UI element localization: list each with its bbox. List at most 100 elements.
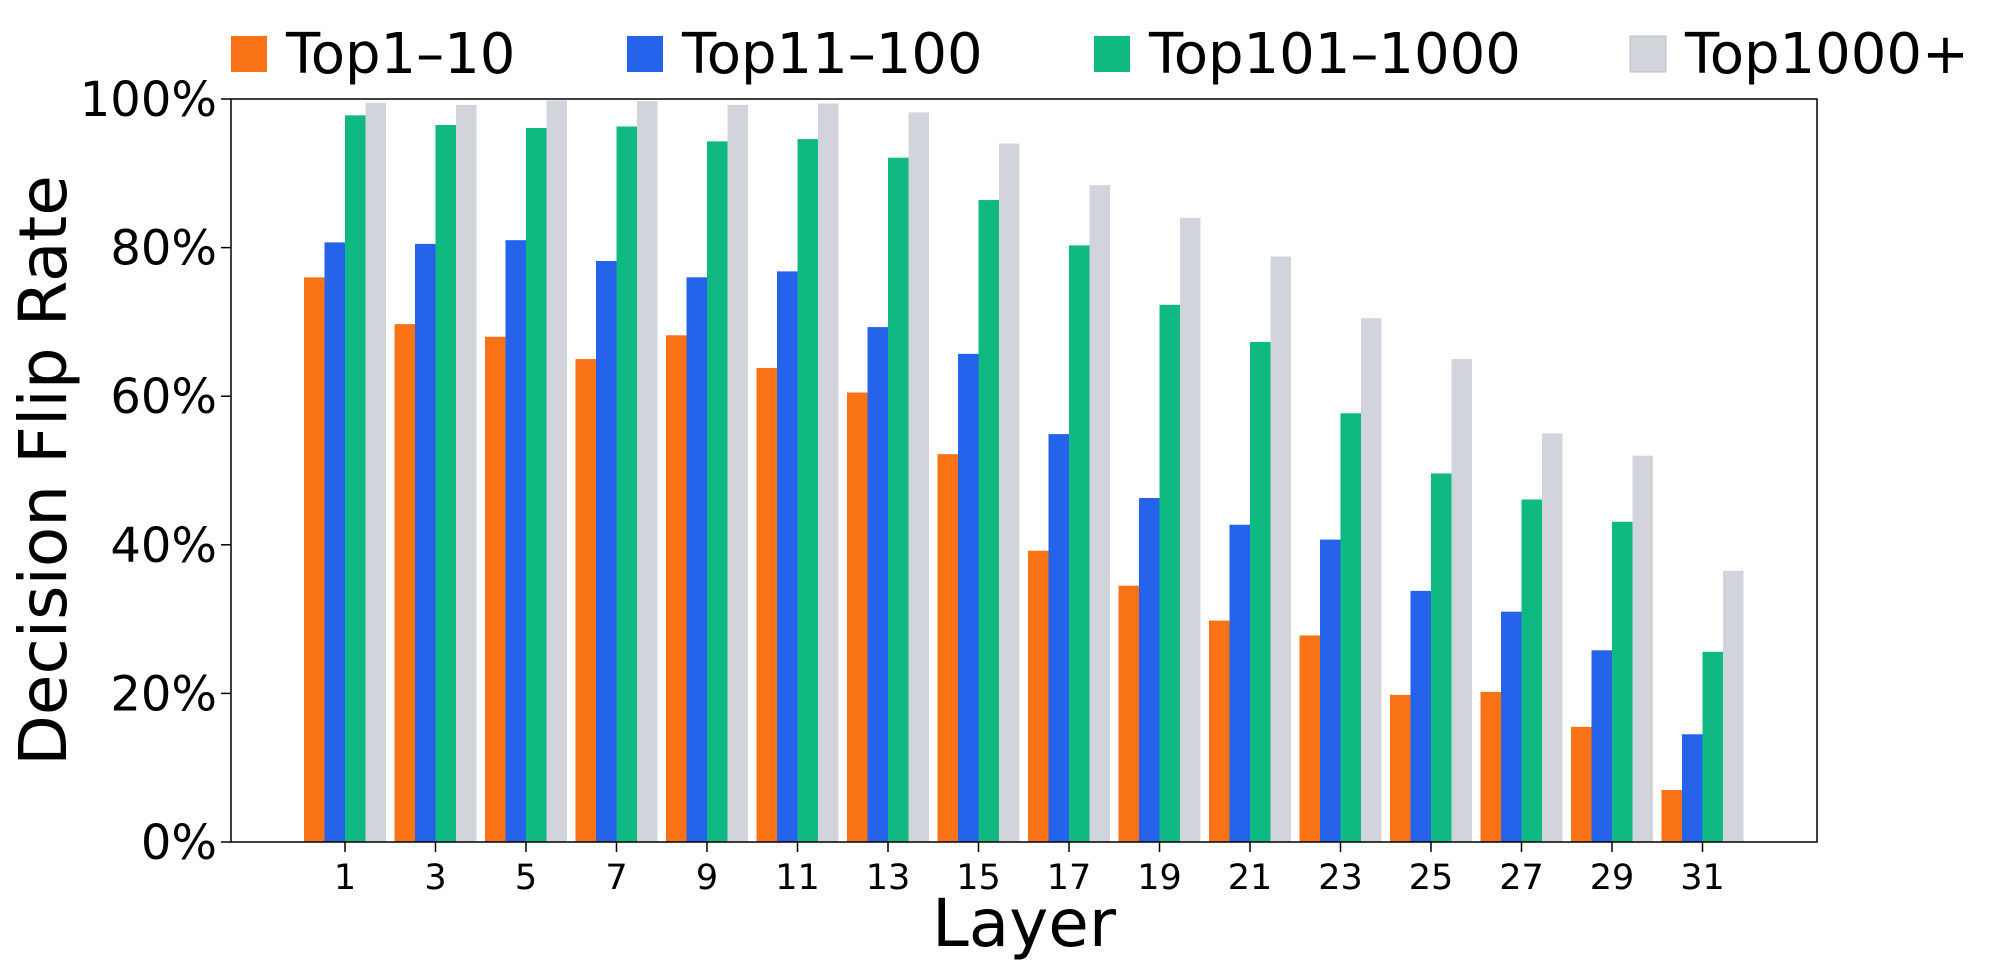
y-tick-label: 100% — [80, 72, 217, 128]
x-tick-label: 21 — [1228, 858, 1273, 898]
bar-Top101–1000-layer-7 — [616, 126, 637, 843]
bar-Top101–1000-layer-13 — [888, 157, 909, 842]
bar-Top1–10-layer-29 — [1571, 726, 1592, 842]
bar-Top101–1000-layer-23 — [1340, 413, 1361, 842]
bar-Top1–10-layer-25 — [1390, 694, 1411, 842]
bar-Top1–10-layer-17 — [1028, 550, 1049, 842]
bar-Top1–10-layer-15 — [937, 454, 958, 842]
bar-Top1–10-layer-1 — [304, 277, 325, 842]
bar-Top1–10-layer-23 — [1299, 635, 1320, 842]
bar-Top1–10-layer-3 — [394, 324, 415, 842]
bar-Top1–10-layer-11 — [756, 367, 777, 842]
bar-Top11–100-layer-17 — [1048, 434, 1069, 842]
x-tick-label: 13 — [866, 858, 911, 898]
x-axis: 1 3 5 7 9 11 13 15 17 19 21 23 25 27 29 31 — [334, 842, 1725, 898]
bar-Top101–1000-layer-21 — [1250, 341, 1271, 842]
x-tick-label: 27 — [1499, 858, 1544, 898]
y-tick-label: 60% — [110, 369, 217, 425]
bar-Top1000+-layer-3 — [456, 104, 477, 843]
bar-Top1000+-layer-31 — [1723, 570, 1744, 842]
bar-Top1000+-layer-25 — [1451, 359, 1472, 842]
legend-label: Top1000+ — [1684, 22, 1969, 87]
x-tick-label: 3 — [424, 858, 446, 898]
bar-Top11–100-layer-19 — [1139, 497, 1160, 842]
x-tick-label: 29 — [1590, 858, 1635, 898]
y-tick-label: 40% — [110, 518, 217, 574]
legend-swatch — [1629, 35, 1667, 73]
bar-Top11–100-layer-15 — [958, 353, 979, 842]
x-tick-label: 11 — [775, 858, 820, 898]
bar-Top1000+-layer-27 — [1542, 433, 1563, 842]
x-tick-label: 9 — [696, 858, 718, 898]
bar-Top1000+-layer-7 — [637, 101, 658, 842]
bar-Top1000+-layer-21 — [1270, 256, 1291, 842]
legend-label: Top1–10 — [285, 22, 515, 87]
y-axis: 0% 20% 40% 60% 80% 100% — [80, 72, 231, 871]
bar-Top1–10-layer-7 — [575, 359, 596, 842]
bar-Top11–100-layer-21 — [1229, 524, 1250, 842]
bar-Top101–1000-layer-5 — [526, 127, 547, 843]
bars-group — [304, 100, 1744, 843]
bar-Top101–1000-layer-9 — [707, 141, 728, 842]
bar-Top1000+-layer-19 — [1180, 217, 1201, 842]
bar-Top101–1000-layer-17 — [1069, 245, 1090, 843]
bar-Top11–100-layer-3 — [415, 243, 436, 842]
y-tick-label: 0% — [141, 815, 217, 871]
legend-label: Top101–1000 — [1148, 22, 1521, 87]
x-tick-label: 1 — [334, 858, 356, 898]
bar-Top1000+-layer-29 — [1632, 455, 1653, 842]
bar-Top11–100-layer-31 — [1682, 734, 1703, 842]
bar-Top101–1000-layer-25 — [1431, 473, 1452, 842]
bar-Top11–100-layer-5 — [505, 240, 526, 843]
bar-Top1–10-layer-31 — [1661, 789, 1682, 842]
bar-Top1000+-layer-13 — [908, 112, 929, 842]
bar-Top1–10-layer-21 — [1209, 620, 1230, 842]
bar-Top101–1000-layer-3 — [435, 125, 456, 842]
bar-Top1000+-layer-17 — [1089, 185, 1110, 843]
bar-Top11–100-layer-11 — [777, 271, 798, 843]
bar-Top101–1000-layer-11 — [797, 139, 818, 842]
bar-Top101–1000-layer-1 — [345, 115, 366, 842]
bar-Top11–100-layer-13 — [867, 327, 888, 842]
bar-Top11–100-layer-7 — [596, 260, 617, 842]
x-tick-label: 5 — [515, 858, 537, 898]
legend-label: Top11–100 — [681, 22, 983, 87]
legend-swatch — [231, 36, 267, 72]
x-tick-label: 7 — [605, 858, 627, 898]
bar-Top1000+-layer-1 — [365, 102, 386, 843]
x-tick-label: 17 — [1047, 858, 1092, 898]
bar-Top1–10-layer-9 — [666, 335, 687, 842]
bar-Top101–1000-layer-15 — [978, 200, 999, 843]
legend-swatch — [627, 36, 663, 72]
bar-Top11–100-layer-29 — [1591, 650, 1612, 842]
legend-swatch — [1094, 36, 1130, 72]
bar-Top11–100-layer-25 — [1410, 590, 1431, 842]
bar-Top101–1000-layer-27 — [1521, 499, 1542, 842]
bar-Top101–1000-layer-29 — [1612, 521, 1633, 842]
bar-Top1–10-layer-5 — [485, 336, 506, 842]
bar-Top11–100-layer-27 — [1501, 611, 1522, 842]
y-tick-label: 80% — [110, 221, 217, 277]
bar-Top1–10-layer-13 — [847, 392, 868, 842]
bar-Top1000+-layer-23 — [1361, 318, 1382, 842]
bar-Top11–100-layer-23 — [1320, 539, 1341, 842]
bar-Top101–1000-layer-31 — [1702, 651, 1723, 842]
bar-Top1000+-layer-5 — [546, 100, 567, 842]
bar-Top11–100-layer-9 — [686, 277, 707, 842]
bar-Top1–10-layer-19 — [1118, 585, 1139, 842]
x-tick-label: 25 — [1409, 858, 1454, 898]
x-tick-label: 23 — [1318, 858, 1363, 898]
x-tick-label: 31 — [1680, 858, 1725, 898]
y-axis-label: Decision Flip Rate — [5, 175, 82, 766]
bar-Top1000+-layer-11 — [818, 103, 839, 842]
bar-Top1000+-layer-9 — [727, 104, 748, 843]
x-tick-label: 15 — [956, 858, 1001, 898]
bar-Top101–1000-layer-19 — [1159, 304, 1180, 842]
y-tick-label: 20% — [110, 666, 217, 722]
legend: Top1–10 Top11–100 Top101–1000 Top1000+ — [231, 22, 1969, 87]
bar-Top1–10-layer-27 — [1480, 691, 1501, 842]
x-axis-label: Layer — [932, 885, 1117, 962]
bar-Top11–100-layer-1 — [324, 242, 345, 843]
bar-Top1000+-layer-15 — [999, 143, 1020, 842]
